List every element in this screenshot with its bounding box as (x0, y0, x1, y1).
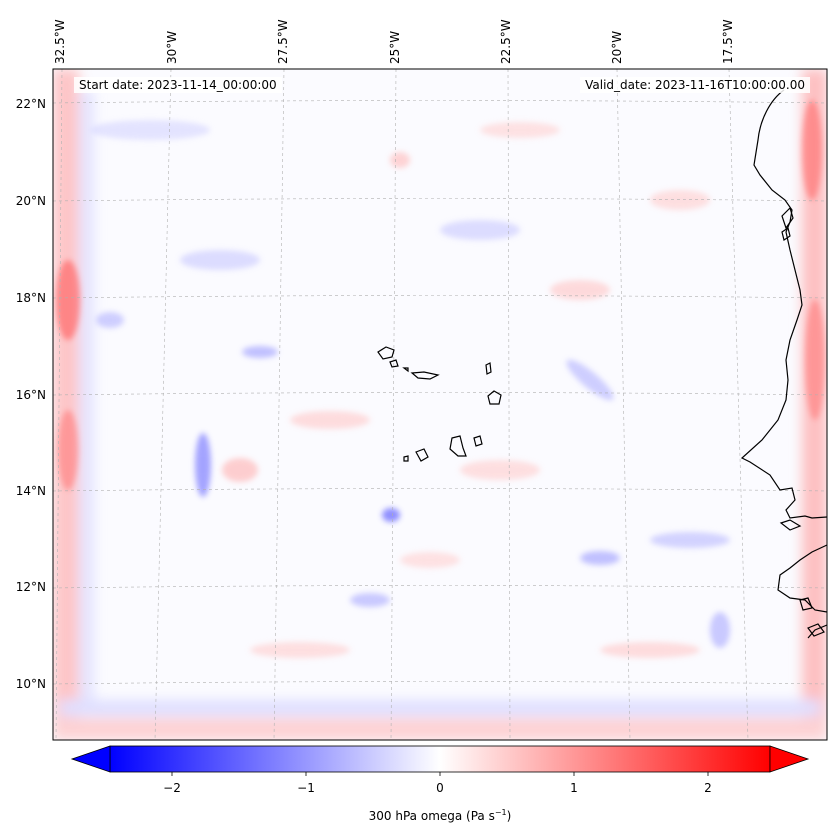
island-sal (485, 362, 492, 375)
colorbar-tick-label: −1 (297, 781, 315, 795)
island-fogo (415, 448, 429, 462)
lat-label: 20°N (15, 194, 46, 208)
colorbar (70, 745, 810, 776)
gridline-lon (273, 69, 285, 740)
island-santo-antao (377, 346, 395, 360)
colorbar-low-extension (70, 745, 111, 773)
gridline-lon (728, 69, 749, 740)
gridline-lon (154, 69, 172, 740)
lon-label: 17.5°W (721, 19, 735, 64)
gridline-lat (53, 585, 827, 589)
lat-label: 10°N (15, 677, 46, 691)
coastlines (377, 89, 827, 639)
lat-label: 22°N (15, 97, 46, 111)
gridline-lat (53, 392, 827, 396)
lon-label: 22.5°W (499, 19, 513, 64)
island-boa-vista (487, 390, 502, 405)
lon-label: 20°W (610, 30, 624, 64)
lon-label: 30°W (165, 30, 179, 64)
lat-label: 12°N (15, 580, 46, 594)
colorbar-title-close: ) (506, 809, 512, 823)
colorbar-tick-label: 2 (704, 781, 712, 795)
lon-label: 27.5°W (276, 19, 290, 64)
lat-label: 16°N (15, 388, 46, 402)
lon-label: 32.5°W (53, 19, 67, 64)
start-date-label: Start date: 2023-11-14_00:00:00 (74, 77, 282, 93)
colorbar-gradient (109, 745, 771, 773)
island-sao-vicente (389, 359, 399, 368)
gridline-lon (390, 69, 397, 740)
colorbar-title-sup: −1 (494, 808, 507, 817)
colorbar-tick-label: −2 (163, 781, 181, 795)
gridlines (53, 69, 827, 740)
gridline-lat (53, 100, 827, 104)
omega-field (53, 69, 827, 740)
colorbar-tick-label: 1 (570, 781, 578, 795)
lat-label: 18°N (15, 291, 46, 305)
map-background (53, 69, 827, 740)
island-maio (473, 435, 483, 447)
gridline-lat (53, 295, 827, 299)
valid-date-label: Valid_date: 2023-11-16T10:00:00.00 (580, 77, 810, 93)
colorbar-tick-label: 0 (436, 781, 444, 795)
colorbar-title: 300 hPa omega (Pa s−1) (369, 808, 512, 823)
gridline-lat (53, 488, 827, 492)
gridline-lat (53, 681, 827, 685)
gridline-lat (53, 198, 827, 202)
africa-coastline (740, 89, 827, 639)
island-sao-nicolau (410, 371, 440, 380)
island-santiago (449, 435, 467, 457)
lat-label: 14°N (15, 484, 46, 498)
island-santa-luzia (402, 367, 409, 373)
gridline-lon (616, 69, 631, 740)
gridline-lon (55, 69, 63, 740)
colorbar-high-extension (769, 745, 810, 773)
map-frame (52, 68, 828, 741)
island-brava (403, 455, 409, 462)
gridline-lon (507, 69, 511, 740)
colorbar-title-main: 300 hPa omega (Pa s (368, 809, 495, 823)
lon-label: 25°W (388, 30, 402, 64)
